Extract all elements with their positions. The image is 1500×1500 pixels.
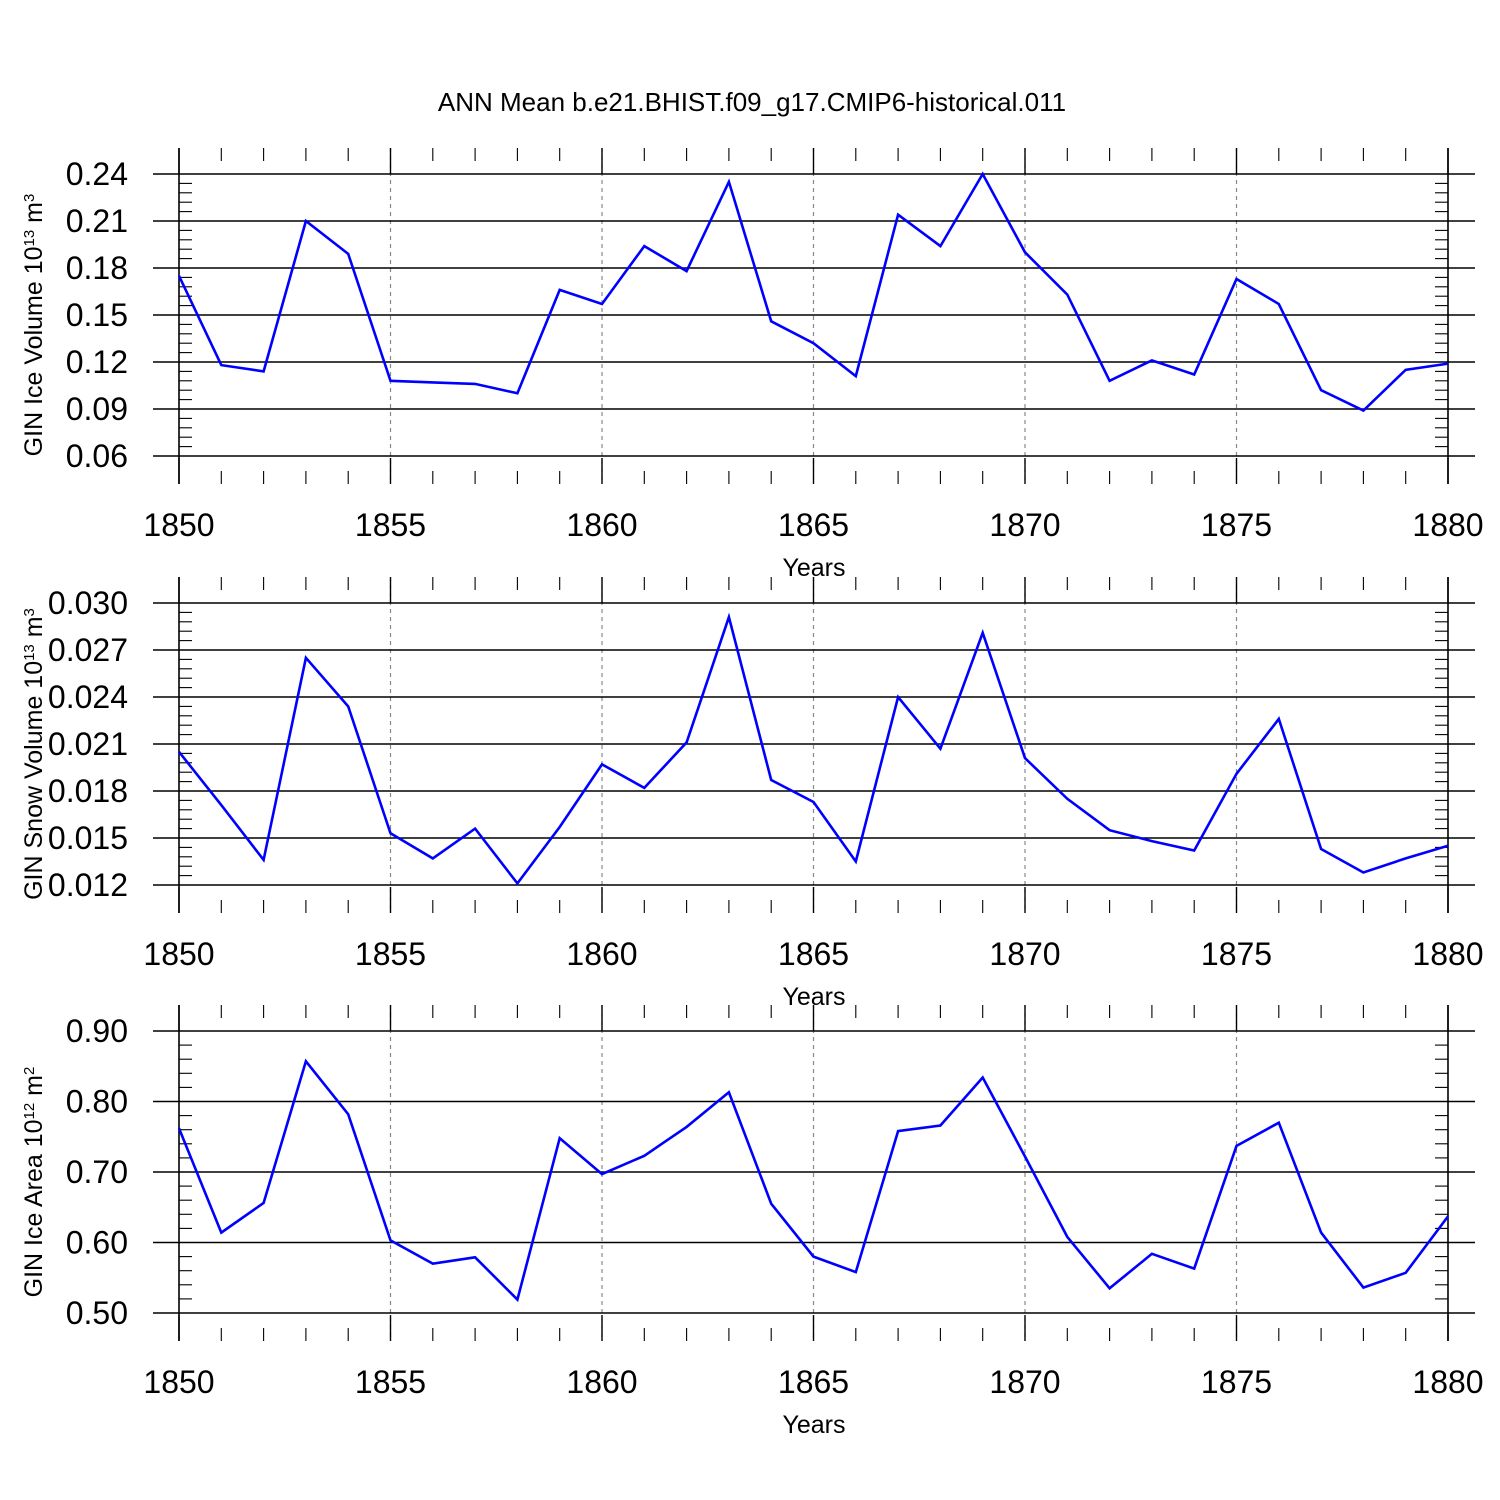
y-tick-label: 0.018 [48,773,128,809]
y-tick-label: 0.030 [48,585,128,621]
y-axis-label: GIN Ice Volume 1013 m3 [20,194,48,457]
y-tick-label: 0.80 [66,1084,128,1120]
data-series-line [177,612,1449,886]
data-series-line [177,1058,1450,1303]
x-axis-label: Years [782,1411,845,1439]
y-tick-label: 0.18 [66,250,128,286]
x-tick-label: 1880 [1412,936,1483,972]
x-tick-label: 1880 [1412,507,1483,543]
x-tick-label: 1865 [778,936,849,972]
y-tick-label: 0.50 [66,1295,128,1331]
x-tick-label: 1870 [989,1364,1060,1400]
panels-container: 0.06 0.09 0.12 0.15 0.18 0.21 0.24 1850 1855 1860… [20,148,1484,1439]
y-tick-label: 0.21 [66,203,128,239]
y-axis-label: GIN Ice Area 1012 m2 [20,1067,48,1298]
chart-panel-3: 0.50 0.60 0.70 0.80 0.90 1850 1855 1860 1865 1870… [20,1005,1484,1439]
x-tick-label: 1865 [778,1364,849,1400]
x-tick-label: 1855 [355,936,426,972]
chart-panel-1: 0.06 0.09 0.12 0.15 0.18 0.21 0.24 1850 1855 1860… [20,148,1484,582]
y-tick-label: 0.024 [48,679,128,715]
data-series-line [177,171,1449,413]
x-tick-label: 1880 [1412,1364,1483,1400]
y-tick-label: 0.15 [66,297,128,333]
x-tick-label: 1875 [1201,936,1272,972]
y-axis-label: GIN Snow Volume 1013 m3 [20,608,48,900]
y-tick-label: 0.027 [48,632,128,668]
y-tick-label: 0.12 [66,344,128,380]
x-tick-label: 1850 [143,507,214,543]
x-tick-label: 1860 [566,936,637,972]
x-tick-label: 1850 [143,936,214,972]
y-tick-label: 0.06 [66,438,128,474]
x-tick-label: 1875 [1201,1364,1272,1400]
x-tick-label: 1875 [1201,507,1272,543]
x-tick-label: 1855 [355,1364,426,1400]
x-tick-label: 1870 [989,936,1060,972]
x-tick-label: 1850 [143,1364,214,1400]
y-tick-label: 0.70 [66,1154,128,1190]
y-tick-label: 0.90 [66,1013,128,1049]
figure-title: ANN Mean b.e21.BHIST.f09_g17.CMIP6-histo… [438,87,1066,117]
y-tick-label: 0.60 [66,1225,128,1261]
y-tick-label: 0.012 [48,867,128,903]
chart-panel-2: 0.012 0.015 0.018 0.021 0.024 0.027 0.030 1850 1… [20,577,1484,1011]
y-tick-label: 0.09 [66,391,128,427]
x-tick-label: 1860 [566,1364,637,1400]
y-tick-label: 0.015 [48,820,128,856]
x-tick-label: 1865 [778,507,849,543]
x-tick-label: 1860 [566,507,637,543]
y-tick-label: 0.021 [48,726,128,762]
x-tick-label: 1855 [355,507,426,543]
y-tick-label: 0.24 [66,156,128,192]
x-tick-label: 1870 [989,507,1060,543]
